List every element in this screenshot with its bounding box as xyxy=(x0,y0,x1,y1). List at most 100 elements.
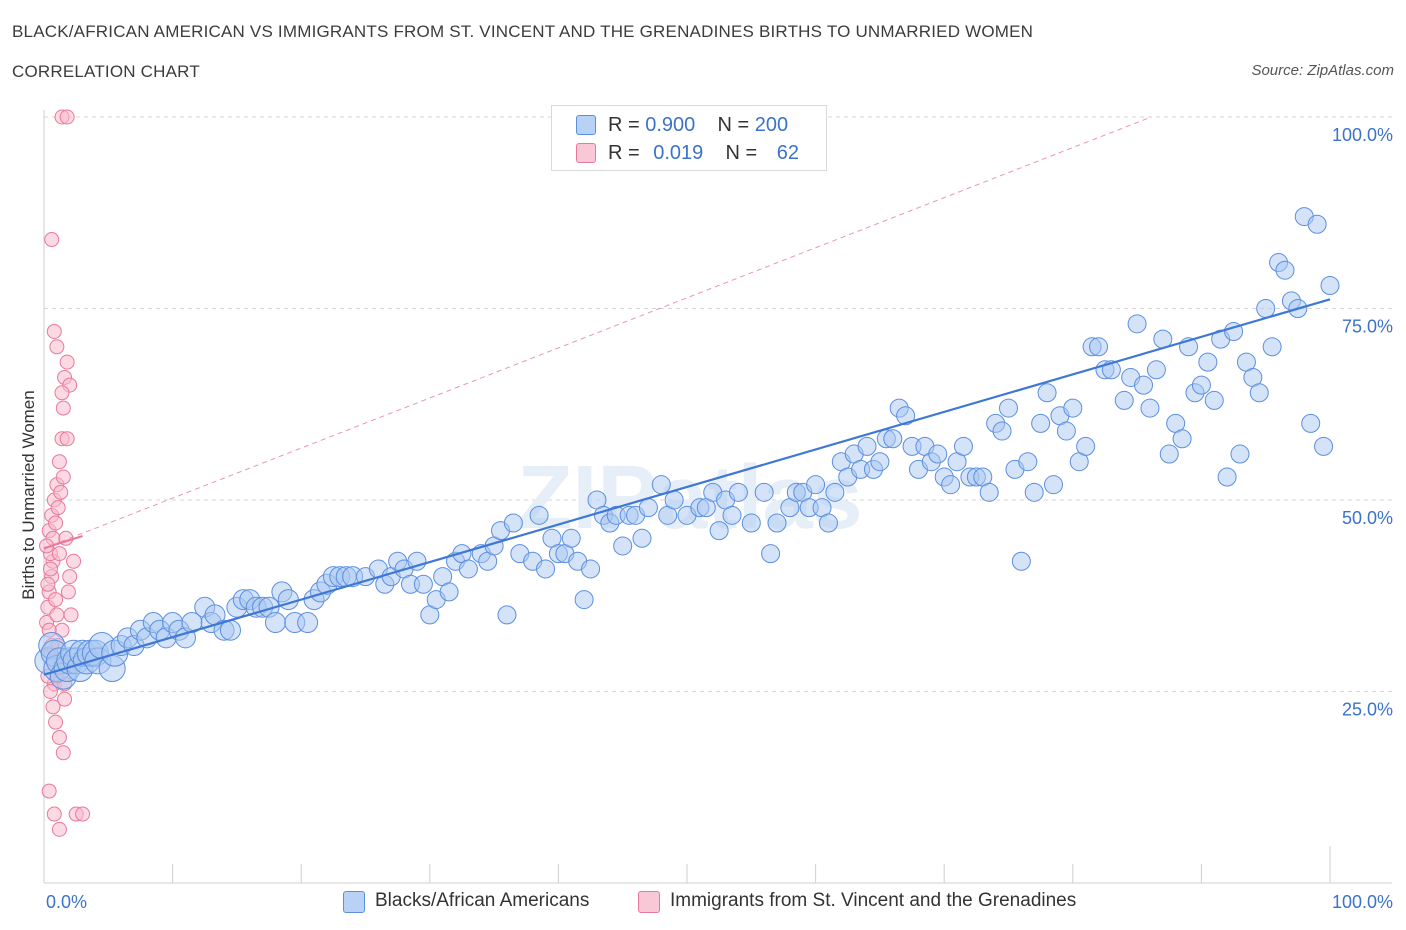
data-point-blacks xyxy=(1018,452,1038,472)
data-point-blacks xyxy=(1063,398,1083,418)
series-immigrants-st-vincent xyxy=(39,109,91,837)
data-point-immigrants xyxy=(41,783,57,799)
data-point-blacks xyxy=(883,429,903,449)
data-point-blacks xyxy=(529,505,549,525)
bottom-legend-label: Blacks/African Americans xyxy=(375,890,590,911)
stats-legend: R = 0.900 N = 200 R = 0.019 N = 62 xyxy=(551,105,827,171)
data-point-blacks xyxy=(1076,436,1096,456)
data-point-immigrants xyxy=(63,607,79,623)
data-point-blacks xyxy=(754,482,774,502)
data-point-blacks xyxy=(1204,390,1224,410)
data-point-immigrants xyxy=(75,806,91,822)
x-tick-label: 100.0% xyxy=(1332,892,1393,912)
data-point-blacks xyxy=(941,475,961,495)
data-point-blacks xyxy=(999,398,1018,418)
legend-swatch-pink xyxy=(576,143,596,163)
chart-subtitle: CORRELATION CHART xyxy=(12,62,200,81)
y-tick-label: 100.0% xyxy=(1332,125,1393,145)
trend-line-immigrants xyxy=(43,535,83,550)
data-point-blacks xyxy=(407,551,427,571)
data-point-immigrants xyxy=(62,569,78,585)
data-point-blacks xyxy=(1134,375,1154,395)
data-point-blacks xyxy=(896,406,916,426)
data-point-immigrants xyxy=(46,806,62,822)
chart-title: BLACK/AFRICAN AMERICAN VS IMMIGRANTS FRO… xyxy=(12,22,1034,41)
data-point-blacks xyxy=(497,605,517,625)
data-point-blacks xyxy=(1114,390,1134,410)
data-point-blacks xyxy=(574,590,594,610)
legend-n-label: N = xyxy=(725,142,758,164)
legend-r-value: 0.019 xyxy=(653,142,704,164)
data-point-blacks xyxy=(297,612,319,634)
data-point-blacks xyxy=(439,582,459,602)
data-point-blacks xyxy=(1172,429,1192,449)
data-point-blacks xyxy=(536,559,556,579)
data-point-immigrants xyxy=(49,339,65,355)
data-point-immigrants xyxy=(53,484,69,500)
data-point-immigrants xyxy=(51,454,67,470)
legend-n-label: N = xyxy=(717,114,750,136)
data-point-blacks xyxy=(1307,214,1327,234)
data-point-blacks xyxy=(709,521,729,541)
data-point-blacks xyxy=(1301,413,1321,433)
bottom-legend-label: Immigrants from St. Vincent and the Gren… xyxy=(670,890,1077,911)
data-point-blacks xyxy=(767,513,787,533)
data-point-blacks xyxy=(722,505,742,525)
data-point-immigrants xyxy=(40,576,56,592)
y-axis-label: Births to Unmarried Women xyxy=(19,390,38,599)
data-point-blacks xyxy=(1140,398,1160,418)
trend-line-immigrants-extended xyxy=(43,116,1152,549)
trend-line-blacks xyxy=(43,298,1331,676)
data-point-blacks xyxy=(458,559,478,579)
data-point-blacks xyxy=(413,574,433,594)
y-tick-label: 50.0% xyxy=(1342,508,1393,528)
data-point-immigrants xyxy=(51,729,67,745)
data-point-blacks xyxy=(1217,467,1237,487)
data-point-blacks xyxy=(1011,551,1031,571)
data-point-blacks xyxy=(1191,375,1211,395)
data-point-blacks xyxy=(1198,352,1218,372)
data-point-immigrants xyxy=(57,691,73,707)
bottom-legend-swatch-pink xyxy=(638,891,660,913)
data-point-blacks xyxy=(651,475,671,495)
data-point-immigrants xyxy=(59,109,75,125)
data-point-blacks xyxy=(761,544,781,564)
data-point-blacks xyxy=(857,436,877,456)
data-point-immigrants xyxy=(54,385,70,401)
data-point-blacks xyxy=(1275,260,1295,280)
data-point-blacks xyxy=(1314,436,1334,456)
data-point-blacks xyxy=(1146,360,1166,380)
data-point-blacks xyxy=(1031,413,1051,433)
series-blacks-african-americans xyxy=(34,207,1340,690)
data-point-blacks xyxy=(1320,276,1340,296)
bottom-legend-swatch-blue xyxy=(343,891,365,913)
legend-n-value: 200 xyxy=(754,114,789,136)
data-point-immigrants xyxy=(66,553,82,569)
data-point-blacks xyxy=(728,482,748,502)
axes xyxy=(43,110,1392,884)
data-point-blacks xyxy=(632,528,652,548)
data-point-blacks xyxy=(1044,475,1064,495)
data-point-blacks xyxy=(870,452,890,472)
data-point-blacks xyxy=(928,444,948,464)
data-point-immigrants xyxy=(60,584,76,600)
data-point-immigrants xyxy=(45,699,61,715)
data-point-blacks xyxy=(741,513,761,533)
data-point-immigrants xyxy=(51,821,67,837)
data-point-immigrants xyxy=(59,354,75,370)
data-point-immigrants xyxy=(48,515,64,531)
data-point-immigrants xyxy=(42,684,58,699)
data-point-blacks xyxy=(1159,444,1179,464)
legend-n-value: 62 xyxy=(776,142,800,164)
source-note: Source: ZipAtlas.com xyxy=(1251,62,1394,79)
data-point-blacks xyxy=(503,513,523,533)
data-point-blacks xyxy=(1056,421,1076,441)
data-point-immigrants xyxy=(55,469,71,485)
data-point-blacks xyxy=(1024,482,1044,502)
y-tick-label: 75.0% xyxy=(1342,317,1393,337)
data-point-immigrants xyxy=(44,232,60,248)
data-point-blacks xyxy=(1230,444,1250,464)
data-point-immigrants xyxy=(48,592,64,608)
data-point-blacks xyxy=(953,436,973,456)
